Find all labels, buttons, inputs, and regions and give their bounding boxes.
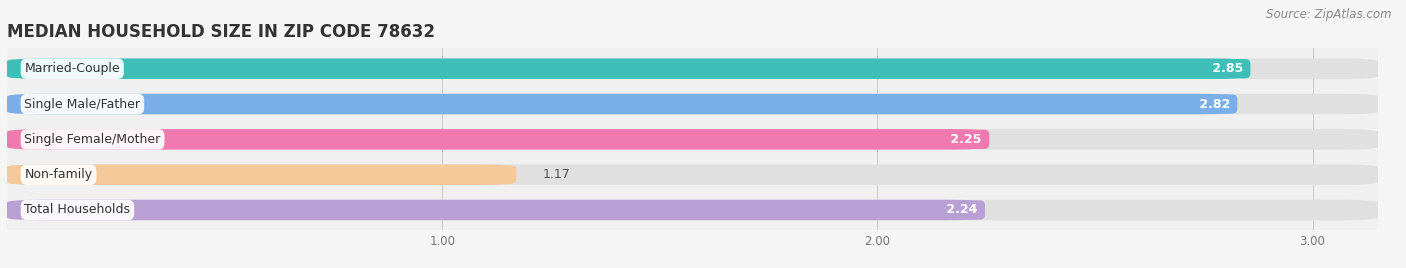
FancyBboxPatch shape [7, 200, 1378, 220]
FancyBboxPatch shape [7, 58, 1378, 79]
Text: 2.82: 2.82 [1195, 98, 1234, 110]
FancyBboxPatch shape [7, 165, 1378, 185]
FancyBboxPatch shape [7, 58, 1247, 79]
Text: Total Households: Total Households [24, 203, 131, 217]
Text: Single Female/Mother: Single Female/Mother [24, 133, 160, 146]
FancyBboxPatch shape [7, 200, 981, 220]
Text: 1.17: 1.17 [543, 168, 569, 181]
Text: Non-family: Non-family [24, 168, 93, 181]
FancyBboxPatch shape [7, 165, 516, 185]
Text: 2.24: 2.24 [942, 203, 981, 217]
Text: Source: ZipAtlas.com: Source: ZipAtlas.com [1267, 8, 1392, 21]
FancyBboxPatch shape [7, 94, 1378, 114]
FancyBboxPatch shape [7, 129, 986, 150]
FancyBboxPatch shape [7, 94, 1234, 114]
Text: 2.85: 2.85 [1208, 62, 1247, 75]
Text: 2.25: 2.25 [946, 133, 986, 146]
Text: MEDIAN HOUSEHOLD SIZE IN ZIP CODE 78632: MEDIAN HOUSEHOLD SIZE IN ZIP CODE 78632 [7, 23, 434, 41]
FancyBboxPatch shape [7, 129, 1378, 150]
Text: Married-Couple: Married-Couple [24, 62, 120, 75]
Text: Single Male/Father: Single Male/Father [24, 98, 141, 110]
